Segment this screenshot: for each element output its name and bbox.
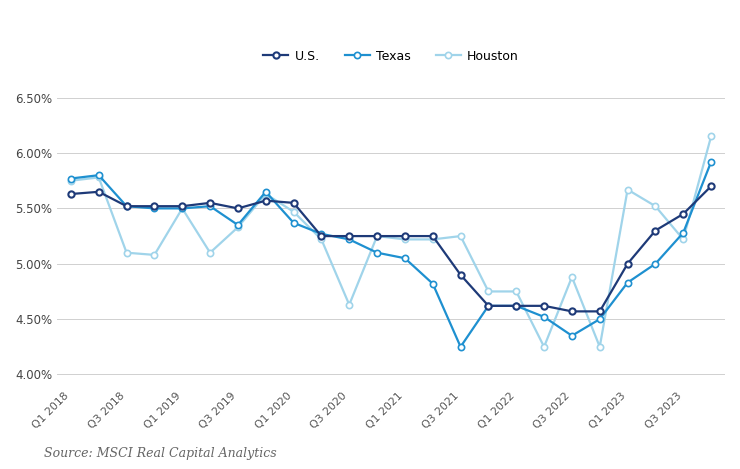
Texas <box>651 261 660 266</box>
Houston <box>428 236 437 242</box>
Houston <box>178 205 186 211</box>
Texas <box>623 280 632 286</box>
U.S. <box>289 200 298 206</box>
Houston <box>317 236 326 242</box>
Line: Houston: Houston <box>68 133 714 350</box>
Houston <box>289 209 298 214</box>
Houston <box>595 344 604 349</box>
U.S. <box>456 272 465 278</box>
U.S. <box>595 309 604 314</box>
Texas <box>67 176 75 182</box>
Texas <box>539 314 548 320</box>
U.S. <box>428 233 437 239</box>
Line: Texas: Texas <box>68 159 714 350</box>
Texas <box>233 222 242 228</box>
Houston <box>651 204 660 209</box>
Houston <box>122 250 131 256</box>
Text: Source: MSCI Real Capital Analytics: Source: MSCI Real Capital Analytics <box>44 446 277 460</box>
U.S. <box>512 303 521 309</box>
Houston <box>206 250 215 256</box>
U.S. <box>345 233 354 239</box>
U.S. <box>94 189 103 195</box>
Texas <box>373 250 382 256</box>
Texas <box>345 236 354 242</box>
Texas <box>289 220 298 226</box>
Texas <box>178 205 186 211</box>
U.S. <box>568 309 576 314</box>
Houston <box>94 174 103 180</box>
U.S. <box>623 261 632 266</box>
U.S. <box>233 205 242 211</box>
Legend: U.S., Texas, Houston: U.S., Texas, Houston <box>258 45 524 68</box>
U.S. <box>150 204 159 209</box>
Texas <box>317 231 326 237</box>
Houston <box>679 236 687 242</box>
U.S. <box>651 228 660 234</box>
Houston <box>539 344 548 349</box>
Texas <box>484 303 493 309</box>
Houston <box>456 233 465 239</box>
Houston <box>233 224 242 230</box>
Texas <box>595 316 604 322</box>
Texas <box>206 204 215 209</box>
U.S. <box>484 303 493 309</box>
U.S. <box>178 204 186 209</box>
Texas <box>707 159 716 165</box>
Houston <box>623 187 632 192</box>
Texas <box>122 204 131 209</box>
Texas <box>94 173 103 178</box>
U.S. <box>539 303 548 309</box>
Texas <box>150 205 159 211</box>
U.S. <box>707 183 716 189</box>
Houston <box>67 178 75 183</box>
Texas <box>400 256 409 261</box>
U.S. <box>373 233 382 239</box>
Texas <box>568 333 576 339</box>
Houston <box>373 233 382 239</box>
U.S. <box>122 204 131 209</box>
Texas <box>679 230 687 235</box>
Houston <box>400 236 409 242</box>
U.S. <box>206 200 215 206</box>
U.S. <box>67 191 75 197</box>
Line: U.S.: U.S. <box>68 183 714 315</box>
U.S. <box>317 233 326 239</box>
Houston <box>707 134 716 139</box>
Houston <box>484 288 493 294</box>
U.S. <box>261 198 270 204</box>
Texas <box>456 344 465 349</box>
Houston <box>345 302 354 308</box>
Houston <box>150 252 159 258</box>
Texas <box>428 281 437 287</box>
Houston <box>512 288 521 294</box>
U.S. <box>679 211 687 217</box>
Texas <box>261 189 270 195</box>
U.S. <box>400 233 409 239</box>
Houston <box>261 191 270 197</box>
Houston <box>568 274 576 280</box>
Texas <box>512 303 521 309</box>
